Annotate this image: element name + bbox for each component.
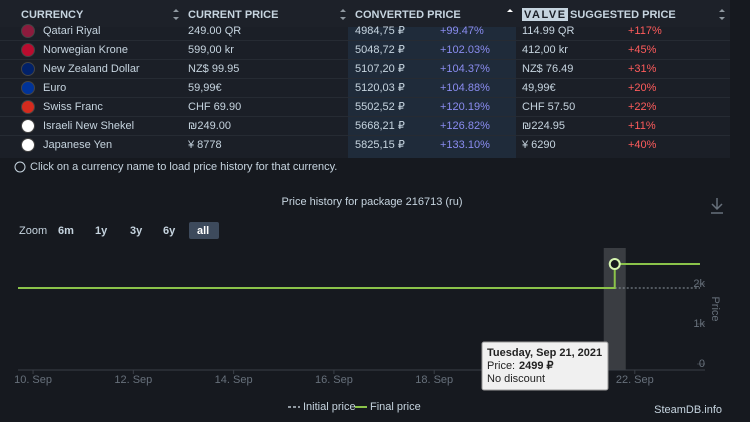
cell: 5668,21 ₽ [355,120,405,132]
hover-point [608,258,621,271]
y-tick-label: 1k [693,318,705,330]
cell: ¥ 8778 [187,139,222,151]
line-series [18,263,700,290]
x-tick-label: 16. Sep [315,374,353,386]
zoom-button[interactable]: 6y [163,225,176,237]
info-icon [14,161,26,173]
currency-name[interactable]: Israeli New Shekel [43,120,134,132]
cell: +45% [628,44,657,56]
currency-name[interactable]: Qatari Riyal [43,25,100,37]
cell: +99.47% [440,25,484,37]
cell: +120.19% [440,101,490,113]
tooltip-date: Tuesday, Sep 21, 2021 [487,347,602,359]
cell: 114.99 QR [522,25,574,37]
cell: 59,99€ [188,82,222,94]
download-icon[interactable] [711,198,723,214]
header[interactable]: CURRENCY [21,9,84,21]
zoom-button[interactable]: 1y [95,225,108,237]
note: Click on a currency name to load price h… [30,161,337,173]
zoom-label: Zoom [19,225,47,237]
cell: +20% [628,82,657,94]
zoom-button[interactable]: 3y [130,225,143,237]
legend-label[interactable]: Final price [370,401,421,413]
cell: 5825,15 ₽ [355,139,405,151]
cell: 5120,03 ₽ [355,82,405,94]
cell: +11% [628,120,656,132]
zoom-button[interactable]: all [197,225,209,237]
cell: NZ$ 76.49 [522,63,573,75]
cell: ¥ 6290 [521,139,556,151]
cell: 599,00 kr [188,44,234,56]
hover-band [603,248,626,370]
tooltip-bg [481,341,609,391]
cell: +31% [628,63,657,75]
zoom-button-bg [189,222,219,239]
x-tick-label: 22. Sep [616,374,654,386]
y-tick-label: 2k [693,278,705,290]
badge-bg [522,8,568,21]
zoom-button[interactable]: 6m [58,225,74,237]
badge: VALVE [524,9,567,21]
cell: ₪224.95 [522,120,565,132]
currency-name[interactable]: Swiss Franc [43,101,103,113]
cell: 4984,75 ₽ [355,25,405,37]
cell: ₪249.00 [188,120,231,132]
flag [21,138,35,152]
currency-name[interactable]: New Zealand Dollar [43,63,140,75]
currency-name[interactable]: Euro [43,82,66,94]
chart: 6m 1y 3y 6y all 0 1k 2k Price 10. Sep 12. Sep 14. S… [14,222,722,416]
cell: +102.03% [440,44,490,56]
flag [21,24,35,38]
cell: 5502,52 ₽ [355,101,405,113]
header[interactable]: SUGGESTED PRICE [570,9,676,21]
x-tick-label: 12. Sep [114,374,152,386]
cell: +126.82% [440,120,490,132]
currency-name[interactable]: Norwegian Krone [43,44,128,56]
cell: +40% [628,139,657,151]
header[interactable]: CONVERTED PRICE [355,9,461,21]
y-tick-label: 0 [699,358,705,370]
cell: CHF 57.50 [522,101,575,113]
x-tick-label: 18. Sep [415,374,453,386]
cell: 49,99€ [522,82,556,94]
cell: +104.88% [440,82,490,94]
cell: NZ$ 99.95 [188,63,239,75]
table-rows: Qatari Riyal 249.00 QR 4984,75 ₽ +99.47% 114… [0,24,730,152]
flag [21,43,35,57]
cell: +133.10% [440,139,490,151]
watermark: SteamDB.info [654,404,722,416]
chart-title: Price history for package 216713 (ru) [282,196,463,208]
tooltip-discount: No discount [487,373,545,385]
cell: CHF 69.90 [188,101,241,113]
x-tick-label: 14. Sep [215,374,253,386]
x-tick-label: 10. Sep [14,374,52,386]
table-header-bg [0,0,730,27]
y-axis-label: Price [709,296,721,321]
flag [21,119,35,133]
sort-icons [173,9,725,20]
header[interactable]: CURRENT PRICE [188,9,278,21]
cell: +22% [628,101,657,113]
currency-name[interactable]: Japanese Yen [43,139,112,151]
cell: 412,00 kr [522,44,568,56]
cell: +117% [628,25,662,37]
tooltip-price: 2499 ₽ [519,360,554,372]
flag [21,100,35,114]
tooltip-price-label: Price: [487,360,515,372]
legend-label[interactable]: Initial price [303,401,356,413]
cell: 249.00 QR [188,25,241,37]
cell: 5107,20 ₽ [355,63,405,75]
cell: +104.37% [440,63,490,75]
flag [21,81,35,95]
cell: 5048,72 ₽ [355,44,405,56]
flag [21,62,35,76]
